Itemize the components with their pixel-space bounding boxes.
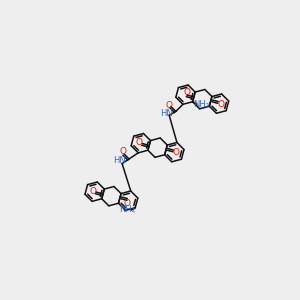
Text: NH₂: NH₂ [119, 205, 135, 214]
Text: O: O [183, 88, 190, 97]
Text: O: O [123, 199, 130, 208]
Text: NH₂: NH₂ [193, 100, 209, 109]
Text: O: O [136, 138, 142, 147]
Text: HN: HN [113, 156, 126, 165]
Text: HN: HN [160, 109, 172, 118]
Text: O: O [217, 100, 224, 109]
Text: O: O [89, 187, 96, 196]
Text: O: O [165, 101, 172, 110]
Text: O: O [173, 148, 180, 157]
Text: O: O [120, 147, 127, 156]
